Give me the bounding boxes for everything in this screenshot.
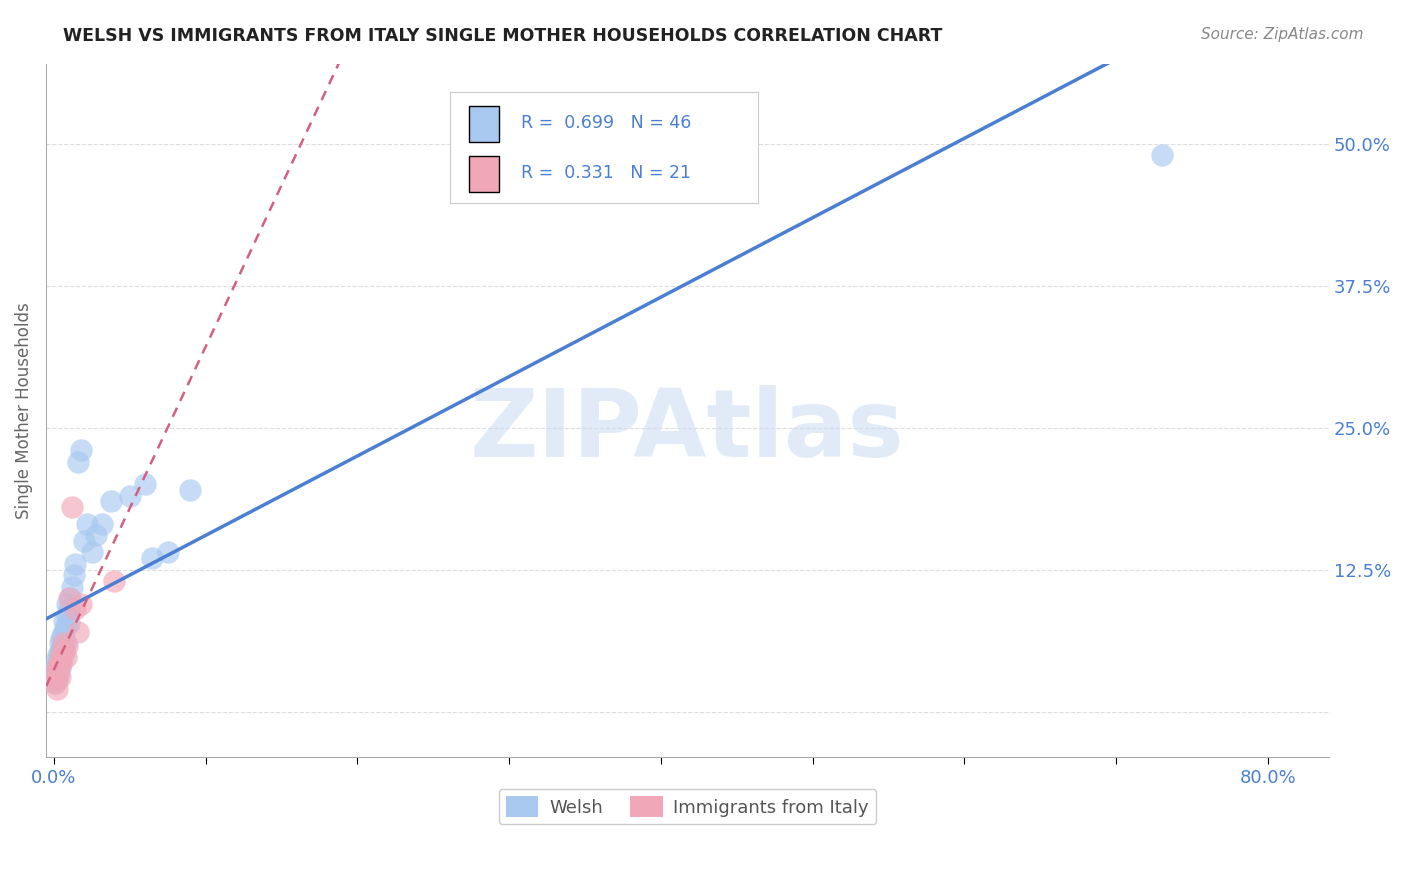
Point bbox=[1150, 148, 1173, 162]
Point bbox=[45, 661, 67, 675]
Point bbox=[44, 670, 66, 684]
Point bbox=[49, 670, 72, 684]
Point bbox=[44, 668, 66, 682]
Point bbox=[63, 602, 86, 616]
Point bbox=[49, 645, 72, 659]
Point bbox=[70, 443, 93, 458]
Point bbox=[52, 627, 75, 641]
Point bbox=[49, 636, 72, 650]
Point bbox=[51, 631, 73, 645]
Point bbox=[76, 517, 98, 532]
Point bbox=[55, 650, 77, 665]
Point bbox=[46, 657, 69, 671]
Point bbox=[58, 591, 80, 605]
Point bbox=[44, 676, 66, 690]
Point bbox=[58, 602, 80, 616]
Point bbox=[45, 673, 67, 687]
Text: WELSH VS IMMIGRANTS FROM ITALY SINGLE MOTHER HOUSEHOLDS CORRELATION CHART: WELSH VS IMMIGRANTS FROM ITALY SINGLE MO… bbox=[63, 27, 942, 45]
Point bbox=[84, 528, 107, 542]
Point bbox=[56, 607, 79, 622]
Point bbox=[46, 659, 69, 673]
Point bbox=[73, 534, 96, 549]
Point bbox=[67, 625, 90, 640]
Point bbox=[59, 591, 82, 605]
Point bbox=[46, 648, 69, 662]
Point bbox=[156, 545, 179, 559]
Point bbox=[52, 636, 75, 650]
Point bbox=[56, 597, 79, 611]
Point bbox=[53, 642, 76, 657]
Point bbox=[55, 619, 77, 633]
Point bbox=[91, 517, 114, 532]
Point bbox=[46, 668, 69, 682]
Point bbox=[45, 673, 67, 687]
Point bbox=[52, 648, 75, 662]
Point bbox=[55, 636, 77, 650]
Point bbox=[46, 665, 69, 679]
Point bbox=[56, 639, 79, 653]
Point bbox=[60, 500, 83, 514]
Text: ZIPAtlas: ZIPAtlas bbox=[470, 385, 905, 477]
Point bbox=[103, 574, 125, 588]
Point bbox=[45, 681, 67, 696]
Point bbox=[60, 580, 83, 594]
Point bbox=[100, 494, 122, 508]
Point bbox=[53, 625, 76, 640]
Point bbox=[141, 551, 163, 566]
Point bbox=[51, 653, 73, 667]
Y-axis label: Single Mother Households: Single Mother Households bbox=[15, 302, 32, 519]
Point bbox=[51, 642, 73, 657]
Point bbox=[45, 653, 67, 667]
Point bbox=[118, 489, 141, 503]
Point bbox=[44, 676, 66, 690]
Legend: Welsh, Immigrants from Italy: Welsh, Immigrants from Italy bbox=[499, 789, 876, 824]
Point bbox=[45, 659, 67, 673]
Point bbox=[63, 557, 86, 571]
Point bbox=[58, 615, 80, 630]
Point bbox=[179, 483, 201, 497]
Point bbox=[80, 545, 103, 559]
Point bbox=[619, 148, 641, 162]
Point bbox=[44, 665, 66, 679]
Point bbox=[49, 661, 72, 675]
Point bbox=[70, 597, 93, 611]
Point bbox=[45, 661, 67, 675]
Point bbox=[51, 648, 73, 662]
Text: Source: ZipAtlas.com: Source: ZipAtlas.com bbox=[1201, 27, 1364, 42]
Point bbox=[67, 455, 90, 469]
Point bbox=[49, 653, 72, 667]
Point bbox=[53, 614, 76, 628]
Point bbox=[134, 477, 156, 491]
Point bbox=[53, 642, 76, 657]
Point bbox=[62, 568, 84, 582]
Point bbox=[51, 657, 73, 671]
